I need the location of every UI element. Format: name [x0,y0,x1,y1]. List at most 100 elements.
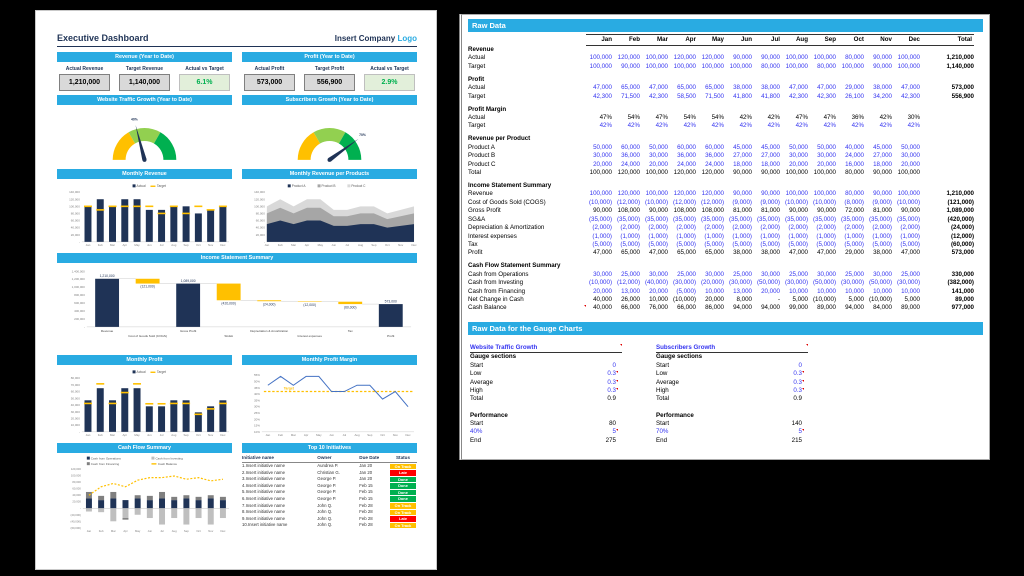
kpi-actual-revenue: Actual Revenue 1,210,000 [59,65,110,91]
row-label: Total [656,395,670,403]
gauge-rawdata-title-bar: Raw Data for the Gauge Charts [468,322,983,336]
cell: 38,000 [761,84,780,92]
cell: (2,000) [788,224,808,232]
row-label: Target [468,62,486,70]
cell: 54% [683,114,696,122]
svg-text:Oct: Oct [196,529,201,533]
total-cell: 141,000 [951,287,974,295]
cell: (50,000) [756,279,780,287]
cell: Jan 20 [359,463,373,468]
kpi-label: Actual Revenue [65,66,104,72]
svg-text:60,000: 60,000 [71,390,80,394]
month-header: Jan [586,34,614,46]
cell: 100,000 [897,190,920,198]
cell: 275 [605,436,616,444]
cell: George P. [317,476,337,482]
svg-text:Jan: Jan [266,433,271,437]
row-label: 70% [656,428,669,436]
cell: 215 [791,436,802,444]
row-label: Cash Balance [468,304,586,312]
cell: 25,000 [789,270,808,278]
cell: 80,000 [845,169,864,177]
row-label: 40% [470,428,483,436]
cell: 108,000 [617,207,640,215]
cell: 47,000 [901,249,920,257]
cell: 100,000 [813,169,836,177]
section-header-row: Cash Flow Statement Summary [468,262,561,270]
status-badge: Done [390,489,416,496]
cell: 16,000 [845,160,864,168]
cell: 9.Insert initiative name [242,515,285,521]
row-label: End [470,436,482,444]
svg-text:Revenue: Revenue [101,329,114,333]
status-badge: Done [390,476,416,483]
cell: (10,000) [672,295,696,303]
cell: 42% [879,122,892,130]
cell: (35,000) [700,215,724,223]
gauge-data-table: Website Traffic Growth Gauge sections Star… [470,343,622,445]
cell: 30,000 [901,152,920,160]
cell: 100,000 [645,54,668,62]
svg-text:Dec: Dec [405,433,411,437]
svg-text:20,000: 20,000 [71,417,80,421]
cell: 20,000 [817,160,836,168]
cell: (1,000) [648,232,668,240]
table-row: Tax (5,000) (5,000) (5,000) (5,000) (5,000) (5… [468,241,974,249]
svg-text:Aug: Aug [171,243,177,247]
table-row: Average 0.3 [656,379,808,387]
svg-text:Jul: Jul [342,433,346,437]
cell: (1,000) [760,232,780,240]
cell: 100,000 [729,62,752,70]
cell: 40,000 [593,304,612,312]
cell: 1.Insert initiative name [242,463,285,468]
row-label: Product A [468,143,495,151]
cell: 20,000 [649,160,668,168]
table-row: High 0.3 [656,387,808,395]
svg-text:80,000: 80,000 [71,212,80,216]
total-cell [922,122,974,130]
cell: 5.Insert initiative name [242,489,285,495]
cell: 45,000 [873,143,892,151]
table-row: Total 0.9 [656,395,808,403]
total-cell: 1,140,000 [946,62,974,70]
row-label: Product B [468,152,496,160]
cell: (10,000) [588,279,612,287]
row-label: Total [468,169,482,177]
svg-text:Depreciation & Amortization: Depreciation & Amortization [250,329,288,333]
kpi-label: Actual vs Target [185,66,224,72]
cell: 26,100 [845,92,864,100]
cell: 36,000 [677,152,696,160]
cell: (50,000) [868,279,892,287]
cell: 10,000 [817,287,836,295]
svg-text:Apr: Apr [304,433,309,437]
kpi-value: 6.1% [179,74,230,91]
svg-text:Jun: Jun [329,433,334,437]
svg-text:Jan: Jan [265,243,270,247]
table-row: Cash Balance 40,000 66,000 76,000 66,000 86,0… [468,304,974,312]
company-logo: Insert Company Logo [335,34,417,43]
total-cell: 330,000 [951,270,974,278]
cell: 20,000 [705,295,724,303]
table-row: Depreciation & Amortization (2,000) (2,000… [468,224,974,232]
svg-text:May: May [318,243,324,247]
cell: (10,000) [812,295,836,303]
cell: (2,000) [900,224,920,232]
row-label: Low [656,370,668,378]
cell: 29,000 [845,84,864,92]
cell: 26,000 [621,295,640,303]
profit-margin-title-bar: Monthly Profit Margin [242,355,417,365]
cell: 47% [599,114,612,122]
row-label: Average [470,378,493,386]
svg-text:Aug: Aug [172,529,177,533]
svg-text:Sep: Sep [367,433,373,437]
revenue-kpis: Actual Revenue 1,210,000 Target Revenue 1,1… [57,65,232,91]
table-row: Gross Profit 90,000 108,000 90,000 108,000 10… [468,207,974,215]
cell: 100,000 [813,190,836,198]
svg-text:Jul: Jul [160,433,164,437]
cell: 90,000 [761,169,780,177]
svg-text:Aug: Aug [171,433,177,437]
cell: Feb 28 [359,522,373,528]
svg-text:Jun: Jun [148,529,153,533]
logo-link[interactable]: Logo [397,34,417,43]
